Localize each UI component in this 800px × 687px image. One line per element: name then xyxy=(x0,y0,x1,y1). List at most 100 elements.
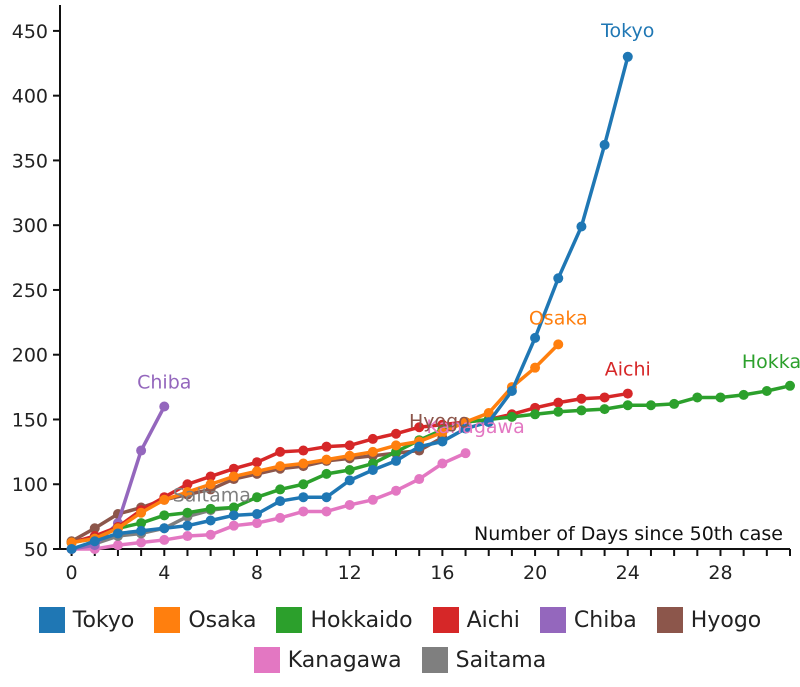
data-point xyxy=(530,362,541,373)
data-point xyxy=(344,440,355,451)
data-point xyxy=(159,534,170,545)
data-point xyxy=(136,525,147,536)
y-tick-label: 350 xyxy=(12,150,48,172)
data-point xyxy=(622,51,633,62)
legend-label: Saitama xyxy=(455,647,547,673)
data-point xyxy=(228,471,239,482)
data-point xyxy=(205,503,216,514)
data-point xyxy=(321,454,332,465)
data-point xyxy=(367,494,378,505)
data-point xyxy=(715,392,726,403)
data-point xyxy=(89,536,100,547)
series-label-hyogo: Hyogo xyxy=(409,411,470,433)
data-point xyxy=(228,520,239,531)
data-point xyxy=(182,520,193,531)
data-point xyxy=(321,441,332,452)
data-point xyxy=(367,446,378,457)
series-label-tokyo: Tokyo xyxy=(600,20,654,42)
legend-swatch xyxy=(253,647,280,673)
data-point xyxy=(298,506,309,517)
series-line xyxy=(71,56,630,551)
data-point xyxy=(530,332,541,343)
series-hyogo xyxy=(66,432,448,547)
legend-item-aichi[interactable]: Aichi xyxy=(432,607,520,633)
data-point xyxy=(298,479,309,490)
data-point xyxy=(251,509,262,520)
legend: Tokyo Osaka Hokkaido Aichi Chiba Hyogo Kanaga… xyxy=(0,600,800,687)
y-tick-label: 200 xyxy=(12,345,48,367)
legend-swatch xyxy=(154,607,181,633)
data-point xyxy=(298,458,309,469)
legend-row-2: Kanagawa Saitama xyxy=(0,640,800,680)
data-point xyxy=(576,393,587,404)
data-point xyxy=(251,492,262,503)
legend-row-1: Tokyo Osaka Hokkaido Aichi Chiba Hyogo xyxy=(0,600,800,640)
data-point xyxy=(506,385,517,396)
series-label-aichi: Aichi xyxy=(605,359,651,381)
data-point xyxy=(275,446,286,457)
legend-item-hyogo[interactable]: Hyogo xyxy=(656,607,762,633)
x-tick-label: 0 xyxy=(66,562,78,584)
data-point xyxy=(553,397,564,408)
axes: 50 100 150 200 250 300 350 400 450 0 4 8 12 16 20 24 28 xyxy=(12,5,791,584)
data-point xyxy=(182,479,193,490)
data-point xyxy=(391,428,402,439)
data-point xyxy=(182,487,193,498)
data-point xyxy=(622,400,633,411)
data-point xyxy=(761,385,772,396)
legend-label: Aichi xyxy=(466,607,520,633)
data-point xyxy=(391,485,402,496)
legend-swatch xyxy=(276,607,303,633)
data-point xyxy=(553,406,564,417)
data-point xyxy=(136,445,147,456)
x-tick-label: 24 xyxy=(616,562,640,584)
data-point xyxy=(228,502,239,513)
data-point xyxy=(483,408,494,418)
legend-label: Tokyo xyxy=(72,607,135,633)
data-point xyxy=(645,400,656,411)
y-tick-label: 400 xyxy=(12,86,48,108)
data-point xyxy=(692,392,703,403)
legend-item-tokyo[interactable]: Tokyo xyxy=(38,607,135,633)
data-point xyxy=(89,523,100,534)
data-point xyxy=(136,518,147,529)
series-label-saitama: Saitama xyxy=(173,485,251,507)
data-point xyxy=(414,474,425,485)
data-point xyxy=(437,436,448,447)
data-point xyxy=(506,411,517,422)
y-tick-label: 100 xyxy=(12,474,48,496)
data-point xyxy=(367,464,378,475)
legend-item-saitama[interactable]: Saitama xyxy=(421,647,547,673)
data-point xyxy=(205,479,216,490)
legend-label: Hyogo xyxy=(690,607,762,633)
data-point xyxy=(251,457,262,468)
data-point xyxy=(576,221,587,232)
legend-item-kanagawa[interactable]: Kanagawa xyxy=(253,647,402,673)
data-point xyxy=(321,492,332,503)
data-point xyxy=(205,471,216,482)
data-point xyxy=(298,492,309,503)
data-point xyxy=(530,409,541,420)
data-point xyxy=(391,455,402,466)
data-point xyxy=(136,507,147,518)
series-label-hokkaido: Hokkaido xyxy=(742,351,800,373)
data-point xyxy=(367,433,378,444)
series-tokyo xyxy=(66,51,633,554)
data-point xyxy=(391,440,402,451)
legend-label: Kanagawa xyxy=(287,647,402,673)
x-tick-label: 4 xyxy=(158,562,170,584)
data-point xyxy=(205,529,216,540)
series-labels: Kanagawa Saitama Hyogo Chiba Aichi Hokkaido Os… xyxy=(137,20,800,507)
legend-item-chiba[interactable]: Chiba xyxy=(539,607,637,633)
data-point xyxy=(344,499,355,510)
series-line xyxy=(71,343,560,545)
legend-item-osaka[interactable]: Osaka xyxy=(154,607,256,633)
data-point xyxy=(344,475,355,486)
data-point xyxy=(738,389,749,400)
legend-item-hokkaido[interactable]: Hokkaido xyxy=(276,607,413,633)
data-point xyxy=(599,392,610,403)
legend-swatch xyxy=(539,607,566,633)
data-point xyxy=(669,398,680,409)
data-point xyxy=(460,448,471,459)
